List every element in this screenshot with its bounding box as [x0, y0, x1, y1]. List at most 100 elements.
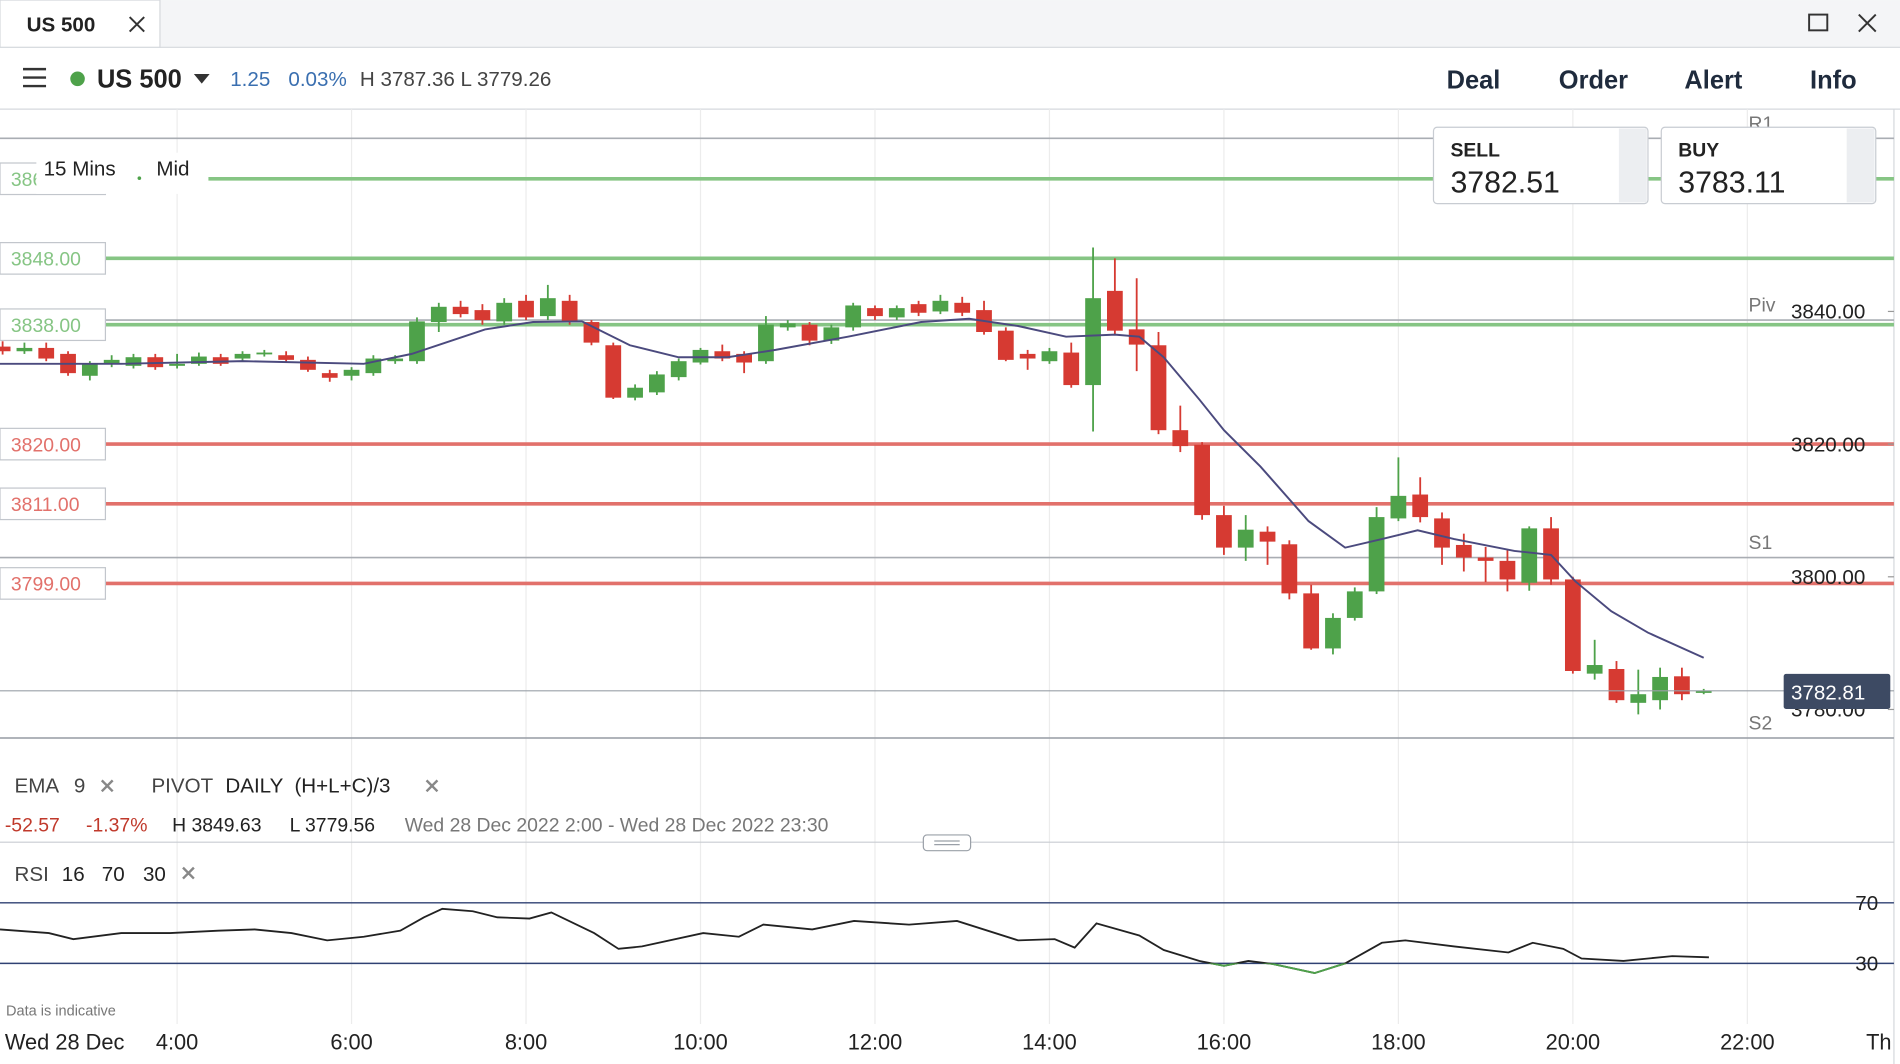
buy-label[interactable]: BUY — [1678, 139, 1719, 161]
candle-body — [169, 363, 185, 366]
candle-body — [736, 353, 752, 363]
candle-body — [452, 306, 469, 315]
sell-price[interactable]: 3782.51 — [1450, 167, 1559, 200]
candle-body — [1390, 495, 1407, 519]
x-tick-label: 12:00 — [848, 1029, 903, 1054]
buy-price[interactable]: 3783.11 — [1678, 167, 1785, 200]
level-label: 3820.00 — [11, 434, 81, 456]
candle-body — [1194, 444, 1210, 516]
buy-box[interactable] — [1660, 126, 1877, 205]
y-tick-label: 3820.00 — [1791, 433, 1865, 456]
candle-body — [256, 352, 273, 355]
candle-body — [823, 327, 840, 341]
candle-body — [605, 345, 622, 398]
sell-label[interactable]: SELL — [1450, 139, 1500, 161]
info-button[interactable]: Info — [1810, 67, 1857, 95]
x-tick-label: 10:00 — [673, 1029, 728, 1054]
candle-body — [125, 357, 142, 366]
x-tick-label: 20:00 — [1546, 1029, 1601, 1054]
settings-overlay — [36, 152, 209, 194]
x-tick-label: 4:00 — [156, 1029, 198, 1054]
candle-body — [343, 369, 360, 376]
candle-body — [867, 308, 883, 317]
alert-button[interactable]: Alert — [1684, 67, 1742, 95]
y-tick-label: 3840.00 — [1791, 301, 1865, 324]
candle-body — [1041, 351, 1058, 362]
candle-body — [300, 359, 316, 370]
candle-body — [1325, 617, 1341, 649]
candle-body — [845, 305, 862, 328]
candle-body — [1085, 298, 1101, 386]
candle-body — [910, 304, 927, 313]
candle-body — [234, 353, 251, 359]
chart-layer: Wed 28 Dec 4:00 6:00 8:00 10:00 12:00 14:00 16:… — [0, 109, 1894, 1054]
level-label: 3799.00 — [11, 574, 81, 596]
level-tag — [0, 487, 107, 521]
candle-body — [692, 349, 709, 363]
level-tag — [0, 567, 107, 600]
candle-body — [0, 346, 11, 352]
tab[interactable] — [0, 0, 161, 48]
remove-ema[interactable] — [100, 779, 114, 793]
summary-change-pct: -1.37% — [86, 814, 147, 836]
candle-body — [1630, 694, 1647, 703]
candle-body — [518, 300, 534, 318]
tab-bar — [0, 0, 1900, 48]
tab-close[interactable] — [128, 16, 145, 33]
interval[interactable]: 15 Mins — [44, 158, 116, 181]
candle-body — [1564, 579, 1581, 671]
price-type[interactable]: Mid — [156, 158, 189, 181]
ema-line — [0, 317, 1705, 659]
candle-body — [16, 347, 33, 352]
candle-body — [539, 298, 556, 317]
sell-box-strip — [1618, 128, 1647, 203]
level-tag — [0, 242, 107, 275]
order-button[interactable]: Order — [1559, 67, 1628, 95]
candle-body — [997, 330, 1014, 360]
maximize-button[interactable] — [1808, 13, 1829, 32]
candle-body — [670, 361, 687, 378]
pivot-label: Piv — [1749, 295, 1776, 317]
candle-body — [496, 302, 513, 322]
candle-body — [1216, 515, 1232, 548]
candle-body — [1412, 494, 1429, 518]
candle-body — [1259, 531, 1276, 542]
candle-body — [321, 373, 338, 378]
candle-body — [932, 300, 949, 312]
summary-range: Wed 28 Dec 2022 2:00 - Wed 28 Dec 2022 2… — [405, 814, 829, 836]
remove-pivot[interactable] — [425, 779, 439, 793]
candle-body — [1543, 528, 1559, 580]
pivot-label: PIVOT — [151, 775, 213, 798]
candle-body — [1346, 591, 1363, 618]
instrument-dropdown[interactable] — [193, 73, 210, 84]
summary-high: H 3849.63 — [172, 814, 261, 836]
close-button[interactable] — [1858, 13, 1877, 33]
remove-rsi[interactable] — [182, 866, 195, 880]
rsi-line — [0, 907, 1709, 975]
candle-body — [191, 356, 207, 364]
candle-body — [1434, 518, 1450, 548]
price-change: 1.25 — [230, 68, 270, 91]
candle-body — [1455, 544, 1472, 558]
candle-body — [954, 302, 971, 313]
x-tick-label: 22:00 — [1720, 1029, 1775, 1054]
candle-body — [278, 355, 295, 360]
candle-body — [1652, 676, 1668, 701]
sell-box[interactable] — [1432, 126, 1649, 205]
candle-body — [38, 347, 55, 359]
candle-body — [1499, 560, 1516, 580]
resize-handle[interactable] — [922, 834, 972, 852]
candle-body — [474, 310, 491, 321]
candle-body — [649, 374, 665, 393]
candle-body — [1237, 529, 1254, 548]
candle-body — [561, 300, 578, 323]
deal-button[interactable]: Deal — [1447, 67, 1501, 95]
rsi-lower: 30 — [143, 863, 166, 886]
candle-body — [1477, 557, 1494, 561]
instrument-name[interactable]: US 500 — [97, 65, 182, 93]
level-label: 3811.00 — [11, 494, 80, 516]
hamburger-menu[interactable] — [23, 67, 47, 88]
tab-title[interactable]: US 500 — [27, 14, 96, 37]
last-price-label: 3782.81 — [1791, 681, 1865, 704]
separator-dot — [137, 176, 142, 180]
